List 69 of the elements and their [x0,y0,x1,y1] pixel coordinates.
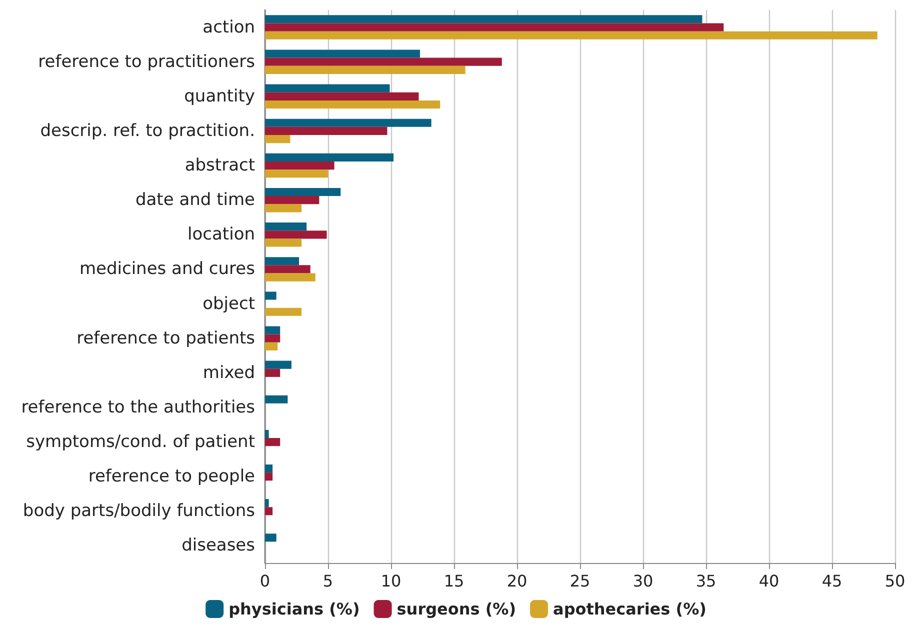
y-tick-label: action [202,17,255,38]
legend-label: physicians (%) [228,600,360,618]
bar [265,342,278,350]
y-tick-label: mixed [202,362,255,383]
y-tick-label: body parts/bodily functions [22,501,256,522]
bar [265,58,502,66]
y-tick-label: date and time [135,190,255,210]
y-tick-label: object [202,294,256,314]
bar [265,230,327,239]
x-tick-label: 10 [380,572,402,590]
x-tick-label: 0 [260,572,270,590]
bar [265,100,440,109]
x-tick-label: 30 [632,572,654,590]
y-tick-label: symptoms/cond. of patient [26,432,256,452]
bar [265,170,328,178]
bar [265,126,388,135]
bar [265,334,280,342]
bar [265,257,300,266]
bar [265,15,702,24]
bar [265,507,273,516]
bar [265,222,307,231]
bar [265,430,269,438]
bar [265,395,288,404]
x-tick-label: 50 [884,572,906,590]
x-tick-label: 45 [822,572,842,590]
bar [265,534,276,542]
bar [265,438,280,446]
bar [265,196,320,204]
x-tick-label: 20 [506,572,528,590]
bar [265,273,316,282]
legend-label: surgeons (%) [396,600,516,618]
bar [265,162,334,170]
bar [265,308,302,316]
bar [265,153,394,162]
bar [265,368,280,377]
y-tick-label: reference to practitioners [38,52,256,72]
bar [265,50,420,58]
bar [265,92,419,100]
bar [265,31,878,40]
x-tick-label: 35 [696,572,716,590]
bar [265,188,341,196]
bar [265,292,276,300]
y-tick-label: abstract [184,156,256,176]
bar [265,326,280,334]
y-tick-label: location [188,224,255,245]
bar [265,360,292,369]
x-tick-label: 25 [570,572,590,590]
bar [265,204,302,212]
bar [265,499,269,508]
y-tick-label: reference to the authorities [21,397,256,418]
bar [265,23,724,32]
y-tick-label: diseases [182,536,256,556]
bar [265,265,310,274]
legend-label: apothecaries (%) [553,600,706,618]
y-tick-label: reference to patients [76,328,256,348]
y-tick-label: quantity [184,86,255,106]
x-tick-label: 5 [322,572,334,590]
bar [265,464,273,473]
bar [265,472,273,481]
x-tick-label: 15 [444,572,464,590]
bar [265,84,390,92]
y-tick-label: medicines and cures [79,259,256,280]
bar [265,118,432,127]
x-tick-label: 40 [758,572,780,590]
y-tick-label: descrip. ref. to practition. [40,120,255,141]
y-tick-label: reference to people [88,466,255,487]
bar [265,135,290,144]
bar [265,66,466,74]
bar [265,238,302,247]
